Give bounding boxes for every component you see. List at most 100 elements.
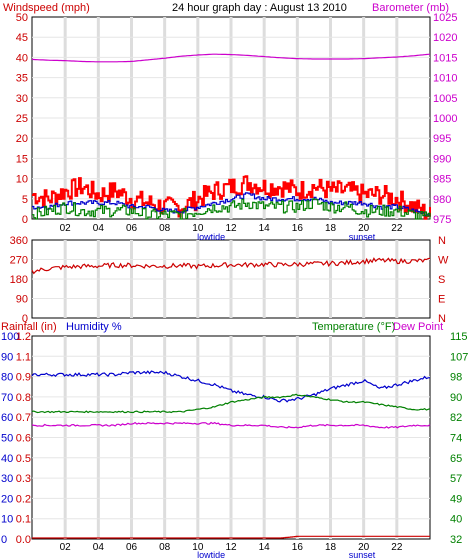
x-tick-label: 16: [292, 542, 304, 553]
barometer-tick-label: 980: [433, 194, 451, 206]
humidity-tick-label: 80: [1, 372, 13, 384]
temperature-line: [31, 393, 431, 414]
direction-tick-label: 270: [10, 255, 28, 267]
wind-tick-label: 25: [16, 113, 28, 125]
rain-tick-label: 0.6: [16, 433, 31, 445]
humidity-tick-label: 60: [1, 412, 13, 424]
wind-tick-label: 0: [22, 214, 28, 226]
wind-axis-label: Windspeed (mph): [3, 2, 90, 14]
dewpoint-line: [31, 421, 431, 429]
humidity-tick-label: 100: [1, 331, 19, 343]
wind-tick-label: 35: [16, 73, 28, 85]
x-tick-label: 14: [259, 223, 271, 234]
barometer-tick-label: 1005: [433, 93, 457, 105]
x-tick-label: 14: [259, 542, 271, 553]
wind-tick-label: 30: [16, 93, 28, 105]
rain-tick-label: 1.1: [16, 351, 31, 363]
compass-tick-label: N: [438, 313, 446, 325]
rain-tick-label: 1.2: [16, 331, 31, 343]
barometer-tick-label: 1015: [433, 52, 457, 64]
temperature-tick-label: 107: [450, 351, 468, 363]
humidity-tick-label: 20: [1, 493, 13, 505]
humidity-line: [31, 370, 431, 403]
lowtide-marker: lowtide: [197, 232, 225, 242]
x-tick-label: 12: [225, 223, 237, 234]
rain-tick-label: 0.7: [16, 412, 31, 424]
x-tick-label: 02: [60, 542, 72, 553]
wind-tick-label: 5: [22, 194, 28, 206]
humidity-tick-label: 10: [1, 514, 13, 526]
temperature-axis-label: Temperature (°F): [312, 321, 395, 333]
humidity-tick-label: 30: [1, 473, 13, 485]
humidity-tick-label: 0: [1, 534, 7, 546]
rain-tick-label: 0.1: [16, 514, 31, 526]
x-tick-label: 12: [225, 542, 237, 553]
direction-tick-label: 0: [22, 313, 28, 325]
barometer-tick-label: 1010: [433, 73, 457, 85]
rainfall-line: [32, 535, 430, 539]
temperature-tick-label: 82: [450, 412, 462, 424]
barometer-tick-label: 1000: [433, 113, 457, 125]
x-tick-label: 02: [60, 223, 72, 234]
x-tick-label: 20: [358, 542, 370, 553]
humidity-axis-label: Humidity %: [66, 321, 122, 333]
barometer-tick-label: 975: [433, 214, 451, 226]
temperature-tick-label: 40: [450, 514, 462, 526]
wind-gust-line: [32, 175, 431, 220]
compass-tick-label: E: [438, 294, 445, 306]
barometer-axis-label: Barometer (mb): [372, 2, 449, 14]
humidity-tick-label: 70: [1, 392, 13, 404]
direction-tick-label: 360: [10, 235, 28, 247]
x-tick-label: 08: [159, 223, 171, 234]
chart-title: 24 hour graph day : August 13 2010: [172, 2, 347, 14]
compass-tick-label: S: [438, 274, 445, 286]
sunset-marker: sunset: [349, 232, 376, 242]
barometer-tick-label: 990: [433, 153, 451, 165]
wind-speed-line: [32, 198, 431, 220]
rain-tick-label: 0.8: [16, 392, 31, 404]
x-tick-label: 10: [192, 542, 204, 553]
rain-tick-label: 0.5: [16, 453, 31, 465]
temperature-tick-label: 115: [450, 331, 468, 343]
temperature-tick-label: 74: [450, 433, 462, 445]
x-tick-label: 22: [391, 223, 403, 234]
x-tick-label: 06: [126, 223, 138, 234]
x-tick-label: 16: [292, 223, 304, 234]
dewpoint-axis-label: Dew Point: [393, 321, 443, 333]
temperature-tick-label: 90: [450, 392, 462, 404]
direction-tick-label: 90: [16, 294, 28, 306]
humidity-tick-label: 90: [1, 351, 13, 363]
compass-tick-label: W: [438, 255, 449, 267]
x-tick-label: 08: [159, 542, 171, 553]
barometer-line: [31, 53, 431, 63]
temperature-tick-label: 49: [450, 493, 462, 505]
humidity-tick-label: 40: [1, 453, 13, 465]
x-tick-label: 18: [325, 223, 337, 234]
rain-tick-label: 0.3: [16, 473, 31, 485]
temperature-tick-label: 65: [450, 453, 462, 465]
temperature-tick-label: 32: [450, 534, 462, 546]
barometer-tick-label: 995: [433, 133, 451, 145]
x-tick-label: 04: [93, 542, 105, 553]
temperature-tick-label: 98: [450, 372, 462, 384]
x-tick-label: 18: [325, 542, 337, 553]
sunset-marker: sunset: [349, 550, 376, 559]
rain-tick-label: 0.9: [16, 372, 31, 384]
barometer-tick-label: 985: [433, 174, 451, 186]
wind-tick-label: 40: [16, 52, 28, 64]
compass-tick-label: N: [438, 235, 446, 247]
wind-tick-label: 50: [16, 12, 28, 24]
x-tick-label: 22: [391, 542, 403, 553]
rainfall-axis-label: Rainfall (in): [1, 321, 57, 333]
x-tick-label: 20: [358, 223, 370, 234]
barometer-tick-label: 1020: [433, 32, 457, 44]
wind-tick-label: 20: [16, 133, 28, 145]
humidity-tick-label: 50: [1, 433, 13, 445]
x-tick-label: 06: [126, 542, 138, 553]
wind-tick-label: 10: [16, 174, 28, 186]
wind-tick-label: 45: [16, 32, 28, 44]
wind-direction-line: [31, 257, 431, 275]
barometer-tick-label: 1025: [433, 12, 457, 24]
rain-tick-label: 0.0: [16, 534, 31, 546]
